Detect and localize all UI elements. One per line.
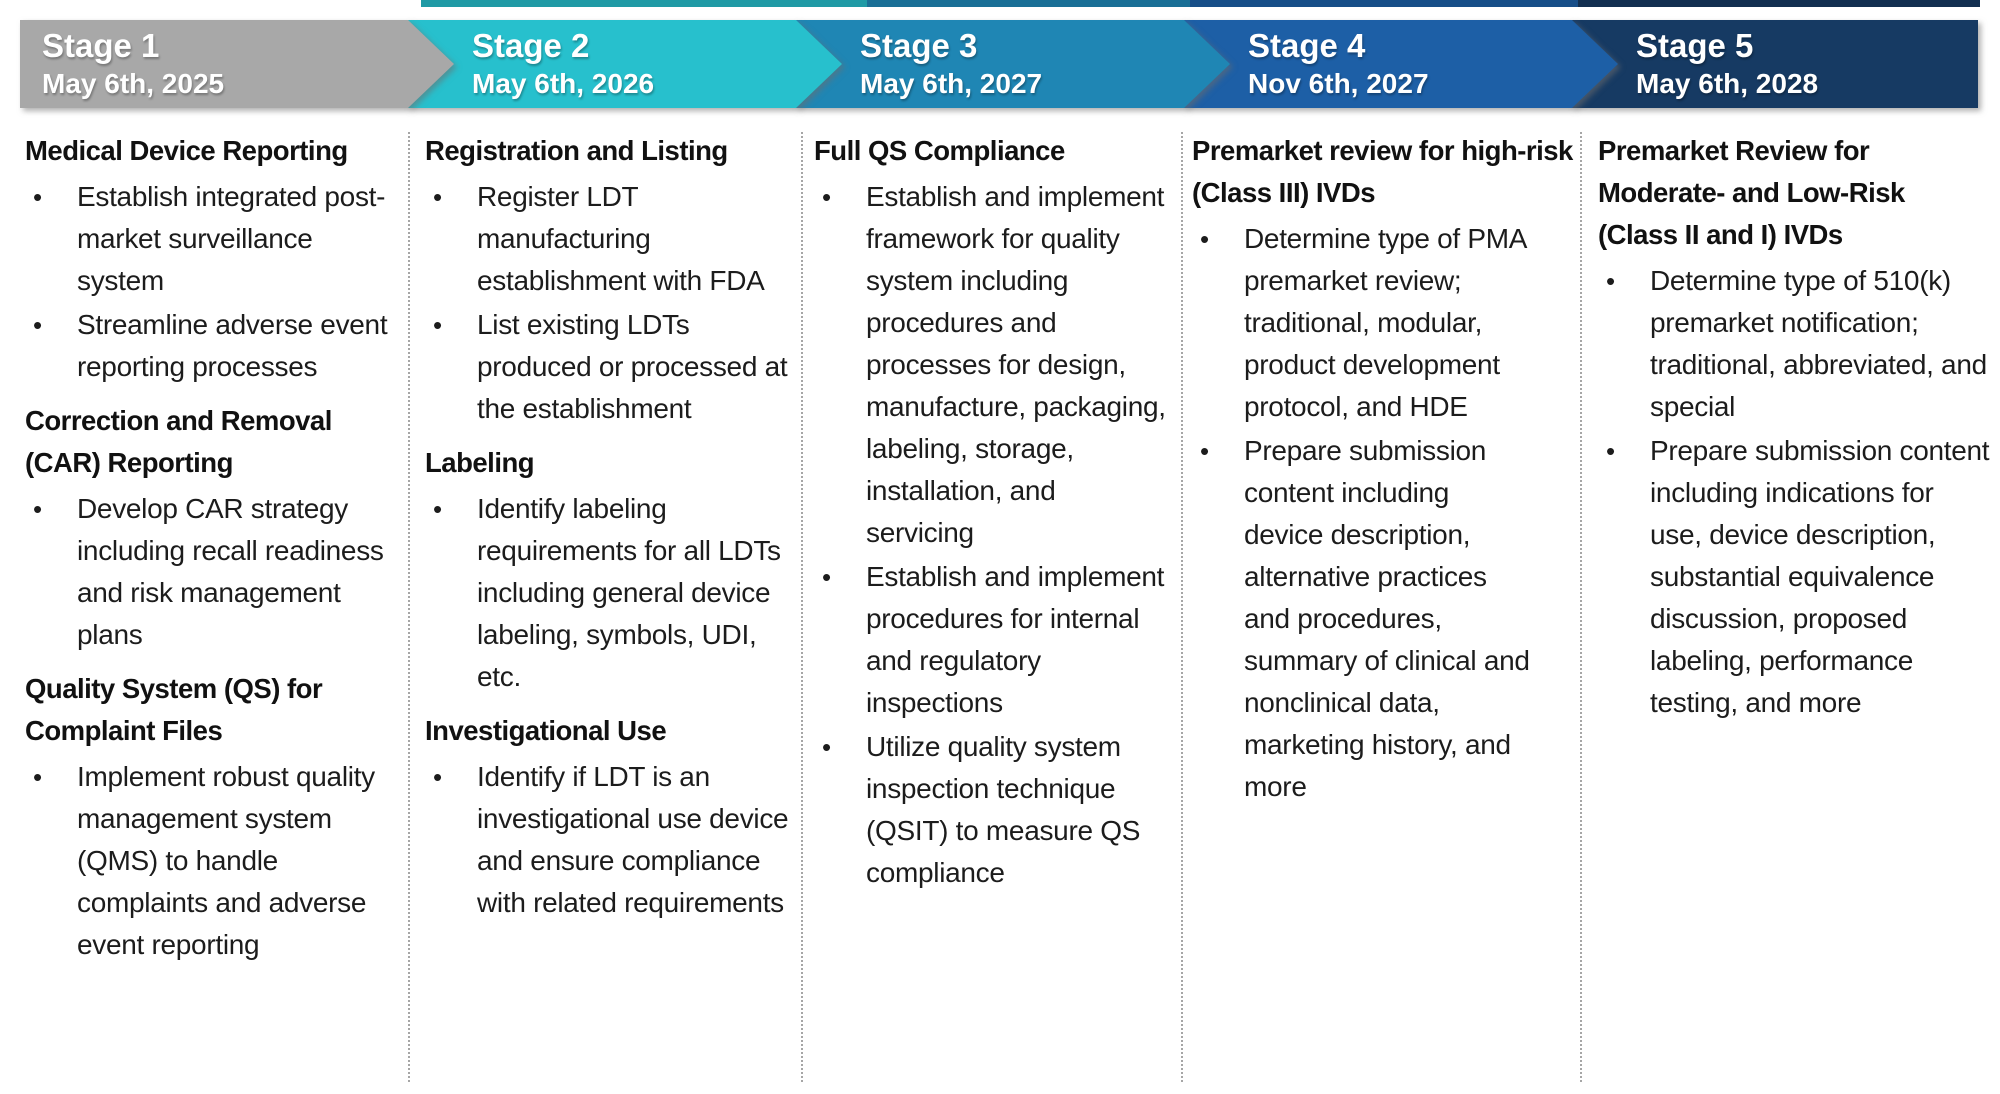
stage-3-title: Stage 3	[860, 27, 978, 64]
stage-2-chevron: Stage 2 May 6th, 2026	[408, 20, 842, 108]
section-heading: Medical Device Reporting	[25, 135, 348, 166]
bullet-marker: •	[822, 732, 832, 762]
stage-1-title: Stage 1	[42, 27, 160, 64]
bullet-text: Implement robust quality management syst…	[77, 761, 375, 960]
bullet-item: • Prepare submission content including d…	[1192, 430, 1577, 808]
bullet-item: • Register LDT manufacturing establishme…	[425, 176, 795, 302]
bullet-item: • Streamline adverse event reporting pro…	[25, 304, 403, 388]
bullet-marker: •	[433, 182, 443, 212]
bullet-item: • Prepare submission content including i…	[1598, 430, 1990, 724]
bullet-marker: •	[1200, 224, 1210, 254]
section-heading: Correction and Removal (CAR) Reporting	[25, 405, 332, 478]
bullet-text: List existing LDTs produced or processed…	[477, 309, 788, 424]
bullet-text: Identify if LDT is an investigational us…	[477, 761, 789, 918]
bullet-item: • List existing LDTs produced or process…	[425, 304, 795, 430]
stage-3-date: May 6th, 2027	[860, 68, 1043, 99]
stage-5-date: May 6th, 2028	[1636, 68, 1819, 99]
bullet-item: • Utilize quality system inspection tech…	[814, 726, 1166, 894]
bullet-marker: •	[433, 310, 443, 340]
stage-4-chevron: Stage 4 Nov 6th, 2027	[1184, 20, 1618, 108]
section-heading: Premarket review for high-risk (Class II…	[1192, 135, 1573, 208]
stage-4-title: Stage 4	[1248, 27, 1366, 64]
bullet-text: Establish and implement procedures for i…	[866, 561, 1165, 718]
top-edge-sliver-stage5	[1578, 0, 1980, 7]
bullet-marker: •	[822, 182, 832, 212]
bullet-marker: •	[433, 762, 443, 792]
stage-2-title: Stage 2	[472, 27, 590, 64]
column-divider-4	[1580, 132, 1582, 1082]
bullet-marker: •	[1200, 436, 1210, 466]
top-edge-sliver-stage4	[1190, 0, 1578, 7]
stage-1-date: May 6th, 2025	[42, 68, 225, 99]
section-heading: Full QS Compliance	[814, 135, 1065, 166]
section-heading: Labeling	[425, 447, 535, 478]
section-heading: Premarket Review for Moderate- and Low-R…	[1598, 135, 1905, 250]
bullet-item: • Develop CAR strategy including recall …	[25, 488, 403, 656]
bullet-text: Develop CAR strategy including recall re…	[77, 493, 384, 650]
top-edge-sliver-stage3	[867, 0, 1190, 7]
bullet-text: Determine type of PMA premarket review; …	[1244, 223, 1526, 422]
section-heading: Investigational Use	[425, 715, 667, 746]
bullet-text: Utilize quality system inspection techni…	[866, 731, 1141, 888]
bullet-text: Streamline adverse event reporting proce…	[77, 309, 388, 382]
bullet-marker: •	[33, 182, 43, 212]
column-divider-1	[408, 132, 410, 1082]
bullet-item: • Identify labeling requirements for all…	[425, 488, 795, 698]
stage-5-details-column: Premarket Review for Moderate- and Low-R…	[1598, 130, 1990, 726]
bullet-item: • Establish and implement procedures for…	[814, 556, 1166, 724]
bullet-marker: •	[33, 310, 43, 340]
section-heading: Quality System (QS) for Complaint Files	[25, 673, 323, 746]
bullet-item: • Implement robust quality management sy…	[25, 756, 403, 966]
stage-4-date: Nov 6th, 2027	[1248, 68, 1429, 99]
bullet-item: • Determine type of 510(k) premarket not…	[1598, 260, 1990, 428]
stage-1-chevron: Stage 1 May 6th, 2025	[20, 20, 454, 108]
bullet-marker: •	[1606, 266, 1616, 296]
column-divider-2	[801, 132, 803, 1082]
bullet-marker: •	[1606, 436, 1616, 466]
section-heading: Registration and Listing	[425, 135, 728, 166]
stage-3-details-column: Full QS Compliance • Establish and imple…	[814, 130, 1166, 896]
bullet-text: Establish and implement framework for qu…	[866, 181, 1166, 548]
stage-5-chevron: Stage 5 May 6th, 2028	[1572, 20, 1978, 108]
top-edge-sliver-stage2	[421, 0, 867, 7]
bullet-text: Determine type of 510(k) premarket notif…	[1650, 265, 1987, 422]
column-divider-3	[1181, 132, 1183, 1082]
bullet-marker: •	[33, 762, 43, 792]
stage-4-details-column: Premarket review for high-risk (Class II…	[1192, 130, 1577, 810]
bullet-marker: •	[433, 494, 443, 524]
bullet-text: Establish integrated post-market surveil…	[77, 181, 386, 296]
bullet-item: • Establish and implement framework for …	[814, 176, 1166, 554]
bullet-item: • Establish integrated post-market surve…	[25, 176, 403, 302]
stage-2-date: May 6th, 2026	[472, 68, 655, 99]
bullet-text: Register LDT manufacturing establishment…	[477, 181, 765, 296]
stage-5-title: Stage 5	[1636, 27, 1754, 64]
bullet-text: Prepare submission content including ind…	[1650, 435, 1990, 718]
bullet-marker: •	[822, 562, 832, 592]
stage-1-details-column: Medical Device Reporting • Establish int…	[25, 130, 403, 968]
bullet-text: Prepare submission content including dev…	[1244, 435, 1530, 802]
stage-2-details-column: Registration and Listing • Register LDT …	[425, 130, 795, 926]
bullet-text: Identify labeling requirements for all L…	[477, 493, 781, 692]
bullet-marker: •	[33, 494, 43, 524]
stage-3-chevron: Stage 3 May 6th, 2027	[796, 20, 1230, 108]
bullet-item: • Identify if LDT is an investigational …	[425, 756, 795, 924]
bullet-item: • Determine type of PMA premarket review…	[1192, 218, 1577, 428]
